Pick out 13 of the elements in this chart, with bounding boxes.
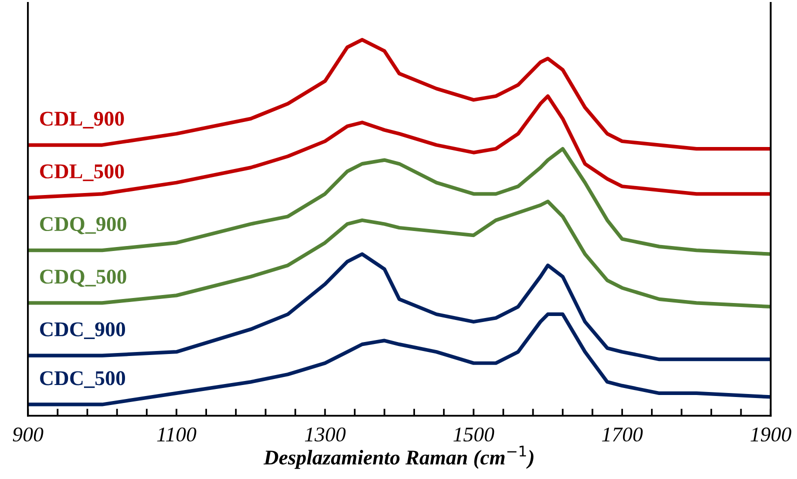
x-tick-label: 1300 [304,427,346,442]
series-label: CDQ_500 [40,270,126,287]
series-label: CDC_500 [40,371,126,388]
series-label: CDL_500 [40,164,124,182]
series-label: CDQ_900 [40,216,126,234]
x-tick-label: 900 [12,427,44,442]
series-label: CDC_900 [40,322,126,340]
series-label: CDL_900 [40,112,124,128]
x-tick-label: 1500 [453,427,494,442]
x-axis-title: Desplazamiento Raman (cm$^{−1}$) [264,446,534,469]
x-tick-label: 1100 [157,427,196,442]
x-tick-label: 1700 [602,427,643,442]
x-tick-label: 1900 [750,427,792,442]
